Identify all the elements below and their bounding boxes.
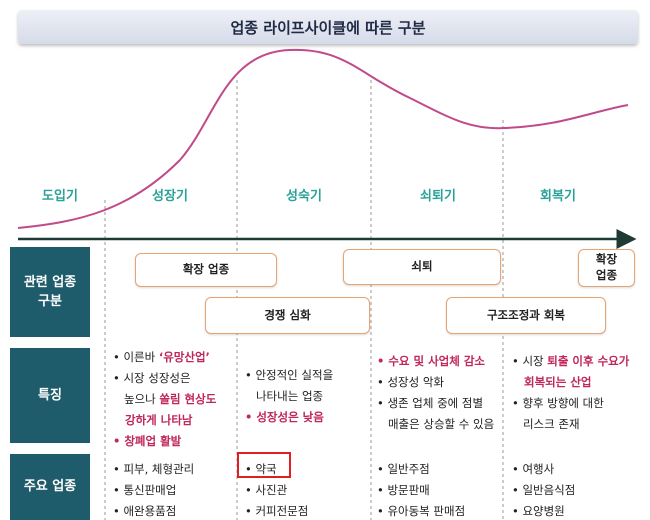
industry-item: • 커피전문점: [245, 504, 309, 518]
industry-item: • 통신판매업: [113, 483, 177, 497]
industry-item: • 피부, 체형관리: [113, 462, 195, 476]
box-decline: 쇠퇴: [343, 249, 501, 285]
main-decline: • 일반주점 • 방문판매 • 유아동복 판매점: [377, 459, 465, 520]
feature-text: 리스크 존재: [512, 417, 580, 431]
stage-label-decline: 쇠퇴기: [420, 189, 456, 204]
feature-text: • 생존 업체 중에 점별: [377, 396, 484, 410]
stage-label-mature: 성숙기: [286, 189, 322, 204]
feature-highlight-text: • 창폐업 활발: [113, 434, 182, 448]
industry-item: • 여행사: [512, 462, 555, 476]
feature-line: 나타내는 업종: [245, 386, 370, 407]
feature-highlight-text: 퇴출 이후 수요가: [547, 354, 630, 368]
industry-item: • 약국: [245, 462, 277, 476]
feature-line: 높으나 쏠림 현상도: [113, 389, 238, 410]
feature-highlight-text: 강하게 나타남: [113, 413, 193, 427]
feature-line: • 성장성은 낮음: [245, 407, 370, 428]
industry-item: • 애완용품점: [113, 504, 177, 518]
feature-text: 매출은 상승할 수 있음: [377, 417, 495, 431]
industry-item: • 사진관: [245, 483, 288, 497]
feature-text: • 이른바: [113, 350, 159, 364]
feature-line: 회복되는 산업: [512, 372, 647, 393]
feature-line: 강하게 나타남: [113, 410, 238, 431]
industry-item: • 요양병원: [512, 504, 565, 518]
feature-text: 나타내는 업종: [245, 389, 324, 403]
row-header-features: 특징: [10, 348, 90, 443]
feature-text: • 성장성 악화: [377, 375, 444, 389]
feature-highlight-text: • 성장성은 낮음: [245, 410, 324, 424]
feature-highlight-text: • 수요 및 사업체 감소: [377, 354, 486, 368]
feature-text: 높으나: [113, 392, 160, 406]
main-growth: • 피부, 체형관리 • 통신판매업 • 애완용품점: [113, 459, 194, 520]
features-recovery: • 시장 퇴출 이후 수요가 회복되는 산업 • 향후 방향에 대한 리스크 존재: [512, 351, 647, 435]
feature-line: • 안정적인 실적을: [245, 365, 370, 386]
highlight-box-pharmacy: [237, 452, 291, 478]
feature-highlight-text: ‘유망산업’: [158, 350, 210, 364]
industry-item: • 방문판매: [377, 483, 430, 497]
feature-highlight-text: 회복되는 산업: [512, 375, 592, 389]
feature-line: • 시장 성장성은: [113, 368, 238, 389]
feature-line: • 이른바 ‘유망산업’: [113, 347, 238, 368]
stage-label-intro: 도입기: [42, 189, 78, 204]
feature-line: • 창폐업 활발: [113, 431, 238, 452]
feature-text: • 시장: [512, 354, 548, 368]
stage-label-recovery: 회복기: [540, 189, 576, 204]
feature-line: 리스크 존재: [512, 414, 647, 435]
features-mature: • 안정적인 실적을 나타내는 업종 • 성장성은 낮음: [245, 365, 370, 428]
row-header-related: 관련 업종 구분: [10, 247, 90, 337]
feature-line: • 생존 업체 중에 점별: [377, 393, 505, 414]
industry-item: • 유아동복 판매점: [377, 504, 466, 518]
lifecycle-curve: [17, 48, 629, 229]
box-restructure: 구조조정과 회복: [446, 297, 606, 334]
row-header-main: 주요 업종: [10, 454, 90, 520]
box-competition: 경쟁 심화: [205, 297, 370, 334]
industry-item: • 일반주점: [377, 462, 430, 476]
feature-line: • 시장 퇴출 이후 수요가: [512, 351, 647, 372]
feature-line: • 성장성 악화: [377, 372, 505, 393]
industry-item: • 일반음식점: [512, 483, 576, 497]
feature-text: • 안정적인 실적을: [245, 368, 334, 382]
features-decline: • 수요 및 사업체 감소 • 성장성 악화 • 생존 업체 중에 점별 매출은 상…: [377, 351, 505, 435]
box-expansion-recovery: 확장 업종: [578, 249, 635, 287]
feature-text: • 시장 성장성은: [113, 371, 191, 385]
stage-label-growth: 성장기: [152, 189, 188, 204]
main-mature: • 약국 • 사진관 • 커피전문점: [245, 459, 308, 520]
diagram-title: 업종 라이프사이클에 따른 구분: [18, 10, 638, 44]
feature-highlight-text: 쏠림 현상도: [159, 392, 217, 406]
feature-line: 매출은 상승할 수 있음: [377, 414, 505, 435]
box-expansion: 확장 업종: [135, 253, 277, 287]
feature-text: • 향후 방향에 대한: [512, 396, 604, 410]
features-growth: • 이른바 ‘유망산업’ • 시장 성장성은 높으나 쏠림 현상도 강하게 나타남…: [113, 347, 238, 452]
feature-line: • 향후 방향에 대한: [512, 393, 647, 414]
main-recovery: • 여행사 • 일반음식점 • 요양병원: [512, 459, 575, 520]
feature-line: • 수요 및 사업체 감소: [377, 351, 505, 372]
